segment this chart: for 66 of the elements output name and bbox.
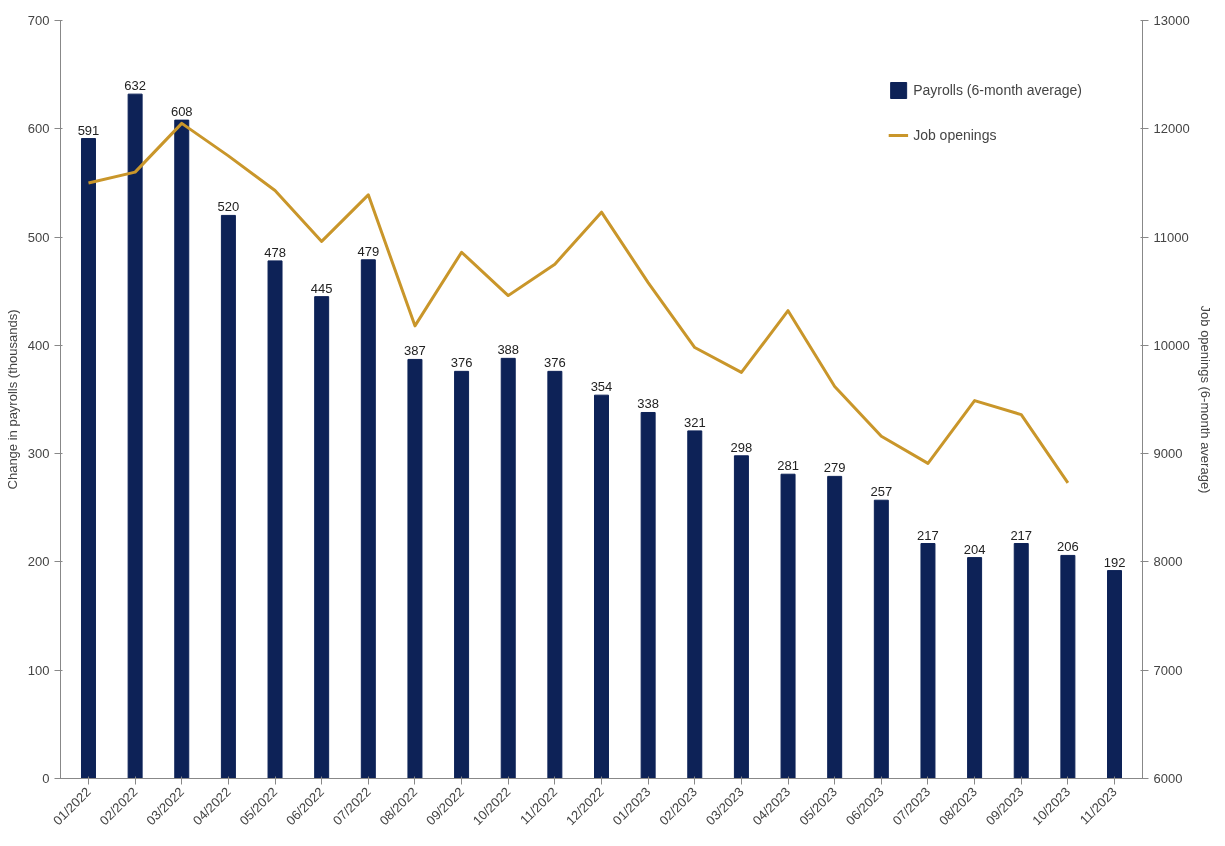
data-label: 281 <box>777 458 799 474</box>
bar <box>360 259 376 779</box>
data-label: 279 <box>823 460 846 476</box>
data-label: 632 <box>124 78 146 94</box>
y2-axis-title: Job openings (6-month average) <box>1197 305 1213 494</box>
data-label: 192 <box>1103 554 1126 570</box>
data-label: 217 <box>1010 527 1033 543</box>
bar <box>500 357 516 779</box>
bar <box>1107 570 1123 779</box>
data-label: 608 <box>170 104 193 120</box>
data-label: 478 <box>264 244 286 260</box>
legend-label: Payrolls (6-month average) <box>913 82 1082 98</box>
bar <box>80 138 96 779</box>
data-label: 321 <box>683 414 706 430</box>
y-axis-title: Change in payrolls (thousands) <box>4 309 20 490</box>
y-tick-label: 0 <box>42 771 50 786</box>
data-label: 376 <box>450 355 473 371</box>
y2-tick-label: 6000 <box>1153 771 1183 786</box>
y2-tick-label: 11000 <box>1153 229 1189 245</box>
y-tick-label: 200 <box>27 554 50 570</box>
data-label: 376 <box>544 355 566 371</box>
data-label: 338 <box>637 396 659 412</box>
y2-tick-label: 8000 <box>1153 554 1183 570</box>
bar <box>780 473 796 779</box>
bar <box>967 557 983 779</box>
bar <box>1013 543 1029 779</box>
y-tick-label: 600 <box>27 121 50 137</box>
data-label: 479 <box>357 243 380 259</box>
data-label: 445 <box>310 280 333 296</box>
data-label: 204 <box>963 541 986 557</box>
y-tick-label: 100 <box>27 662 50 678</box>
bar <box>454 370 470 779</box>
bar <box>547 370 563 779</box>
data-label: 257 <box>870 484 893 500</box>
bar <box>733 455 749 779</box>
data-label: 387 <box>404 343 426 359</box>
bar <box>267 260 283 779</box>
bar <box>640 411 656 779</box>
data-label: 354 <box>590 379 613 395</box>
y2-tick-label: 9000 <box>1153 446 1183 462</box>
bar <box>687 430 703 779</box>
data-label: 520 <box>217 199 240 215</box>
y-tick-label: 300 <box>27 446 50 462</box>
y-tick-label: 700 <box>27 13 50 28</box>
bar <box>920 543 936 779</box>
bar <box>594 394 609 779</box>
y-tick-label: 400 <box>27 337 50 353</box>
bar <box>407 358 423 779</box>
bar <box>1060 554 1076 779</box>
y2-tick-label: 13000 <box>1153 13 1190 28</box>
y2-tick-label: 10000 <box>1153 337 1190 353</box>
bar <box>827 475 843 779</box>
bar <box>873 499 889 779</box>
y-tick-label: 500 <box>27 229 50 245</box>
data-label: 217 <box>917 527 939 543</box>
bar <box>220 214 236 779</box>
bar <box>127 93 143 779</box>
y2-tick-label: 12000 <box>1153 121 1190 137</box>
y2-tick-label: 7000 <box>1153 662 1183 678</box>
data-label: 388 <box>497 342 520 358</box>
legend-label: Job openings <box>913 127 997 143</box>
data-label: 206 <box>1057 539 1079 555</box>
data-label: 298 <box>730 439 753 455</box>
data-label: 591 <box>77 122 100 138</box>
bar <box>174 119 190 779</box>
bar <box>314 296 330 779</box>
